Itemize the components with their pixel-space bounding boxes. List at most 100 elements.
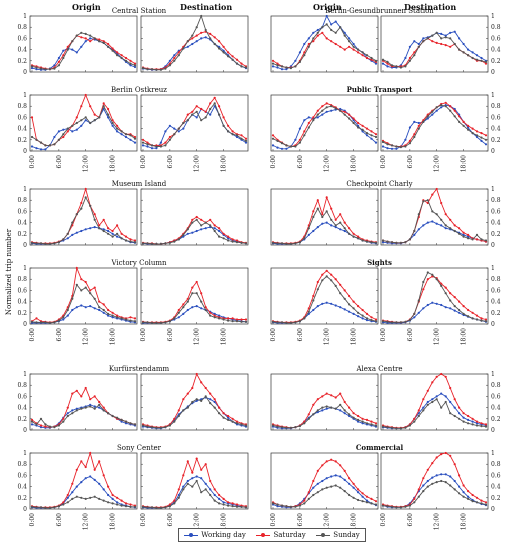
- point-sunday: [374, 503, 378, 506]
- point-sunday: [334, 284, 337, 287]
- point-working-day: [182, 127, 185, 130]
- point-working-day: [361, 317, 364, 320]
- point-saturday: [352, 300, 355, 303]
- point-working-day: [227, 416, 230, 419]
- point-sunday: [204, 28, 207, 32]
- point-sunday: [444, 400, 447, 404]
- point-sunday: [93, 297, 96, 300]
- y-tick-label: 1: [23, 450, 27, 457]
- point-saturday: [124, 56, 128, 60]
- point-working-day: [444, 34, 447, 37]
- point-working-day: [453, 406, 456, 409]
- point-saturday: [480, 317, 483, 320]
- point-saturday: [244, 318, 248, 321]
- point-saturday: [357, 305, 360, 308]
- point-working-day: [422, 307, 425, 310]
- point-sunday: [209, 493, 212, 497]
- point-working-day: [186, 308, 189, 312]
- point-sunday: [458, 308, 461, 312]
- point-sunday: [44, 68, 47, 71]
- point-sunday: [209, 224, 212, 227]
- point-sunday: [475, 58, 479, 61]
- panel-frame: [29, 267, 138, 325]
- legend-label-working-day: Working day: [201, 531, 246, 539]
- point-sunday: [294, 242, 297, 245]
- point-working-day: [339, 475, 342, 478]
- point-sunday: [408, 238, 411, 241]
- point-working-day: [200, 477, 203, 480]
- point-sunday: [66, 232, 69, 235]
- point-working-day: [71, 409, 74, 412]
- x-tick-label: 18:00: [351, 155, 358, 172]
- y-tick-label: 0: [23, 69, 27, 76]
- point-sunday: [276, 242, 279, 245]
- point-working-day: [93, 226, 96, 229]
- point-working-day: [98, 308, 101, 312]
- point-sunday: [395, 241, 398, 244]
- x-tick-label: 12:00: [324, 155, 331, 172]
- point-saturday: [365, 418, 369, 421]
- point-sunday: [435, 481, 438, 484]
- point-working-day: [475, 422, 479, 425]
- x-tick-label: 0:00: [140, 155, 147, 169]
- point-sunday: [395, 321, 398, 324]
- point-sunday: [374, 320, 378, 323]
- point-sunday: [204, 395, 207, 398]
- point-sunday: [71, 497, 74, 500]
- point-sunday: [191, 400, 194, 404]
- point-sunday: [390, 426, 394, 429]
- point-sunday: [435, 31, 438, 34]
- point-saturday: [417, 124, 420, 127]
- point-working-day: [453, 30, 456, 33]
- point-working-day: [361, 130, 364, 133]
- panel-5: 0:00 6:00 12:00 18:00: [140, 94, 249, 172]
- point-sunday: [444, 36, 447, 39]
- point-sunday: [395, 65, 398, 68]
- point-saturday: [374, 422, 378, 425]
- panel-title: Sony Center: [117, 444, 162, 452]
- point-saturday: [209, 102, 212, 105]
- y-tick-label: 0.2: [17, 416, 27, 423]
- point-saturday: [39, 424, 43, 427]
- point-sunday: [120, 418, 123, 421]
- point-saturday: [348, 477, 351, 480]
- panel-frame: [29, 373, 138, 431]
- point-sunday: [280, 426, 284, 429]
- y-tick-label: 0.4: [491, 299, 501, 306]
- point-saturday: [30, 116, 34, 119]
- point-sunday: [116, 127, 119, 130]
- point-saturday: [408, 139, 411, 142]
- point-sunday: [93, 407, 96, 410]
- y-tick-label: 0.4: [491, 126, 501, 133]
- point-saturday: [462, 120, 465, 123]
- point-sunday: [316, 409, 319, 412]
- point-saturday: [102, 406, 105, 409]
- point-sunday: [303, 237, 306, 240]
- point-saturday: [231, 238, 234, 241]
- point-sunday: [381, 320, 385, 323]
- point-saturday: [471, 417, 474, 420]
- panel-frame: [140, 452, 249, 510]
- point-saturday: [435, 456, 438, 459]
- point-working-day: [408, 126, 411, 129]
- y-tick-label: 0.8: [17, 103, 27, 110]
- point-saturday: [222, 116, 225, 119]
- point-saturday: [116, 314, 119, 317]
- point-sunday: [413, 501, 416, 504]
- y-tick-label: 0.2: [17, 137, 27, 144]
- point-working-day: [374, 62, 378, 65]
- x-tick-label: 0:00: [380, 513, 387, 527]
- y-tick-label: 0.4: [491, 484, 501, 491]
- x-tick-label: 0:00: [29, 328, 36, 342]
- point-saturday: [370, 58, 373, 61]
- point-sunday: [62, 503, 65, 506]
- point-working-day: [116, 130, 119, 133]
- point-working-day: [89, 403, 92, 406]
- point-saturday: [374, 133, 378, 136]
- point-sunday: [124, 318, 128, 321]
- point-saturday: [361, 54, 364, 57]
- point-saturday: [75, 389, 78, 392]
- point-working-day: [440, 224, 443, 227]
- point-working-day: [213, 493, 216, 497]
- y-tick-label: 0.4: [17, 299, 27, 306]
